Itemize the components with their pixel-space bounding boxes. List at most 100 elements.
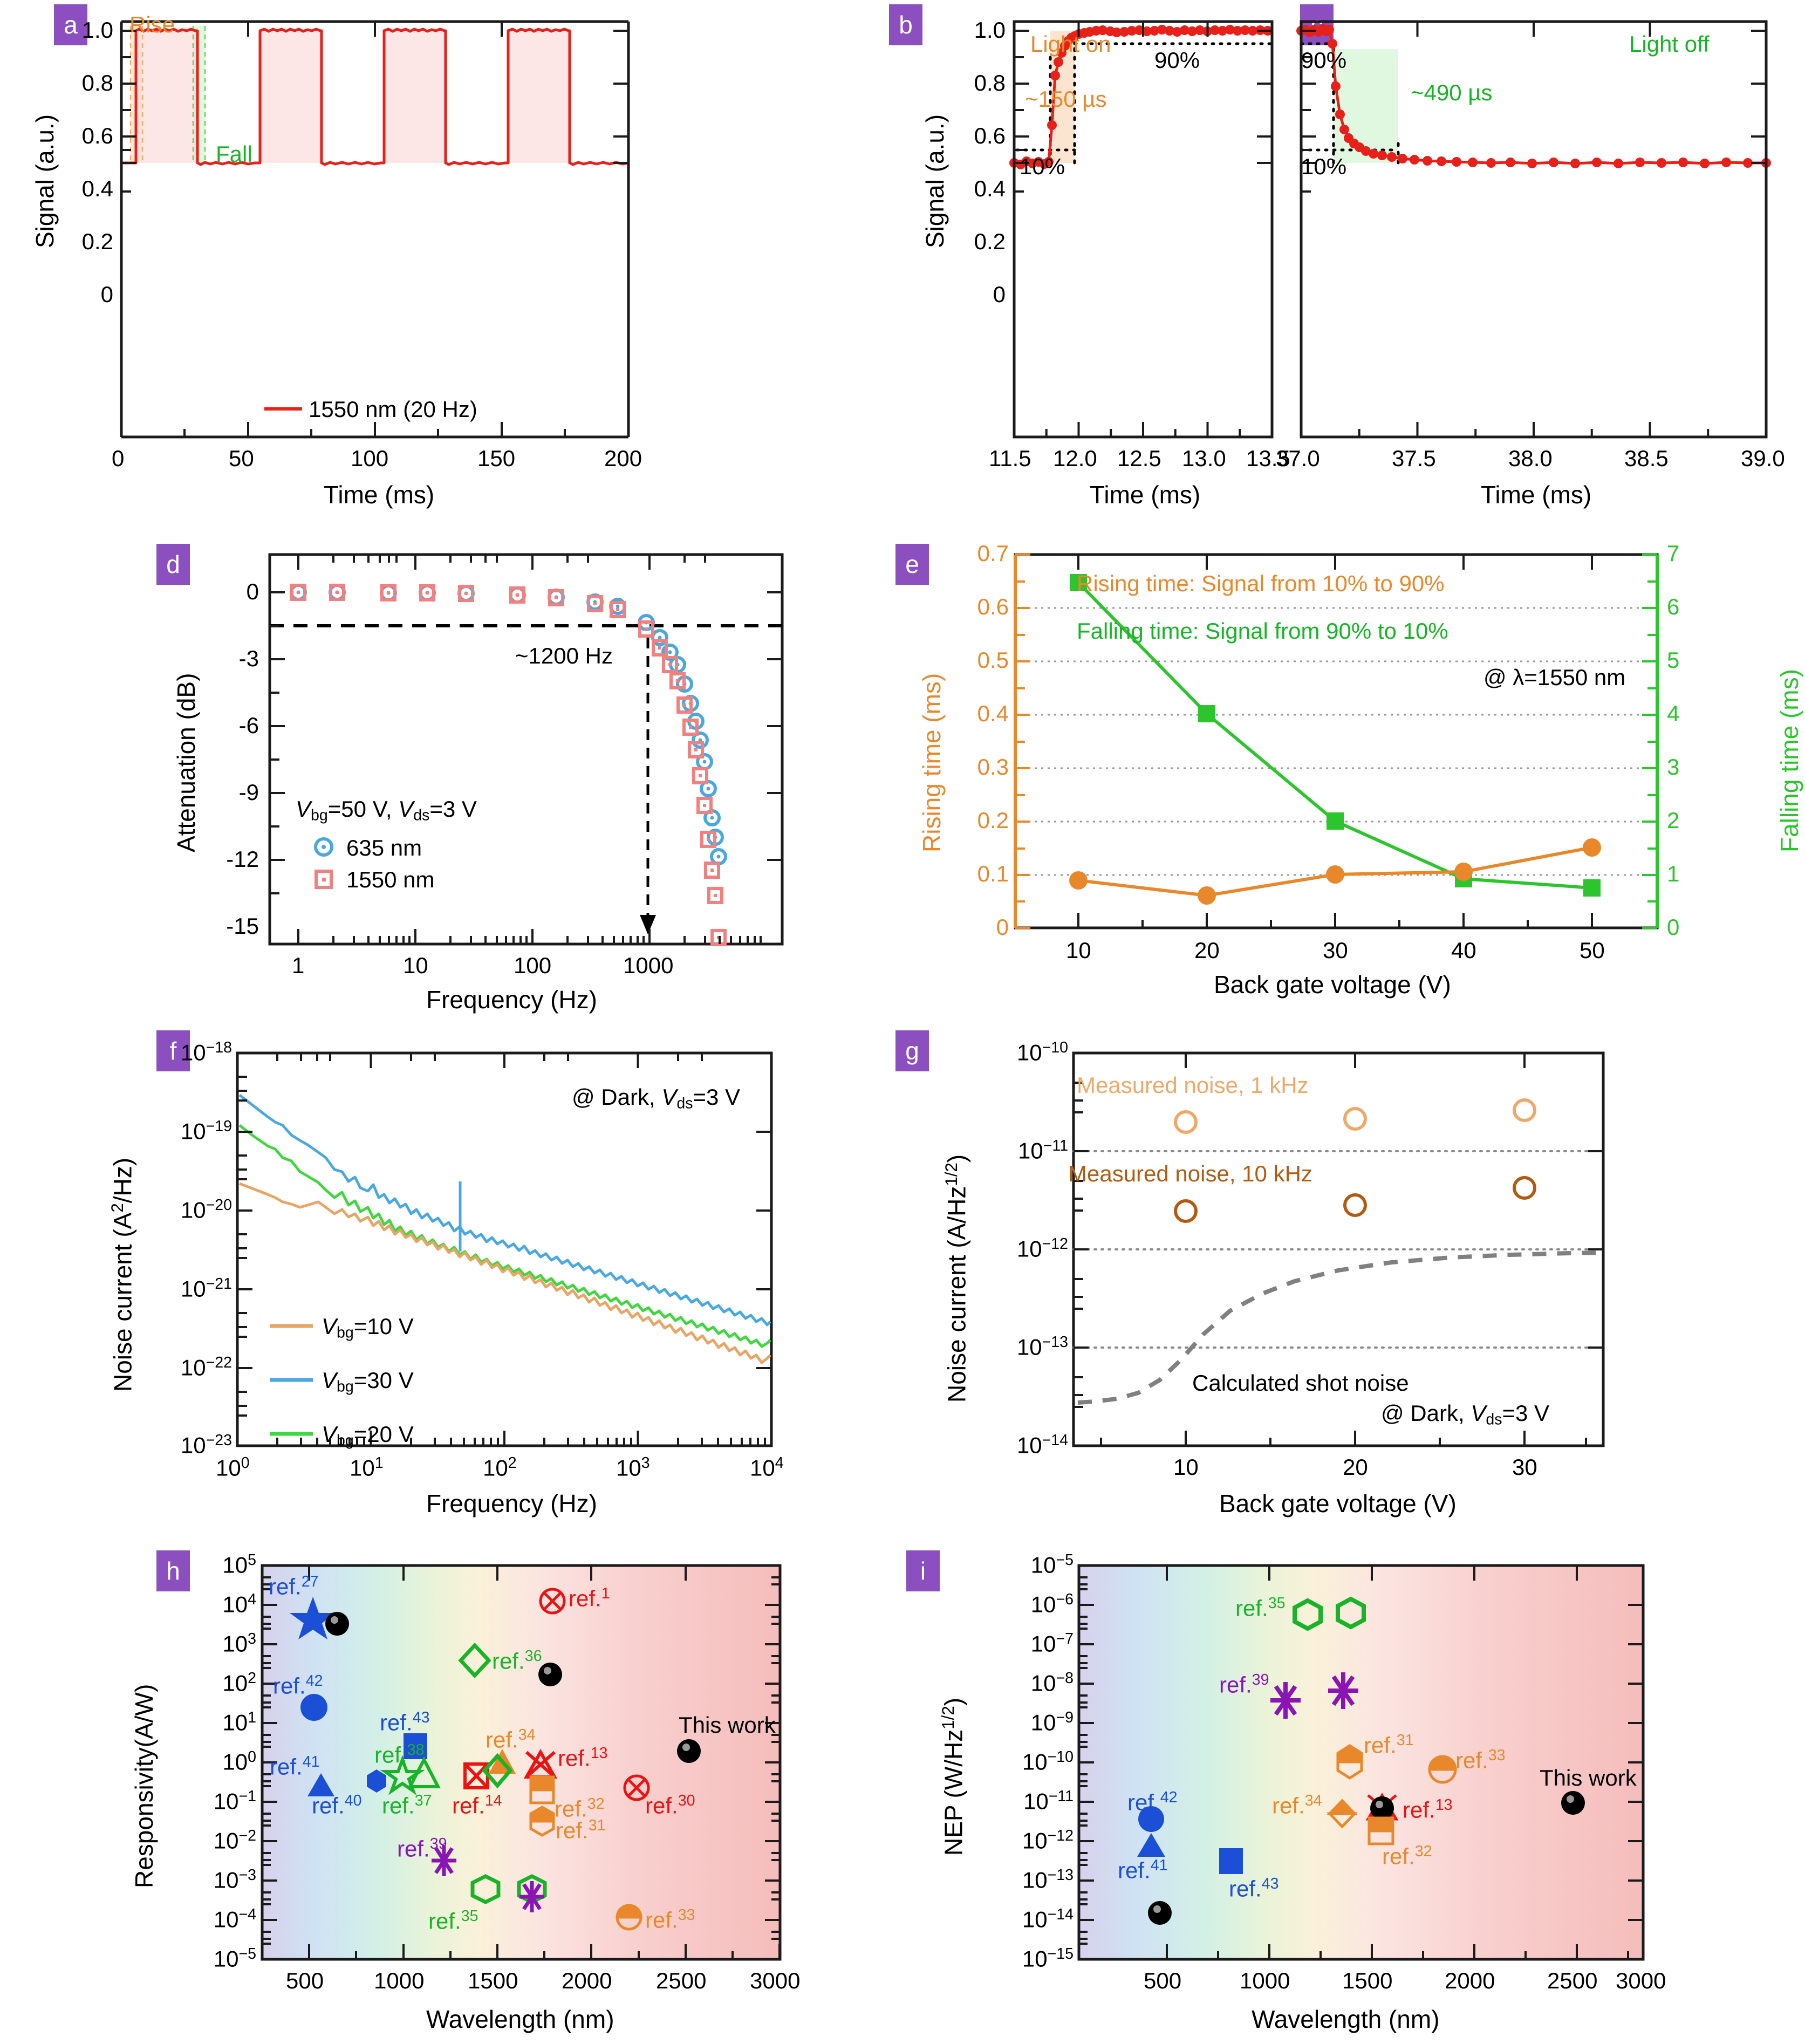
panel-b-ytick-4: 0.2	[974, 229, 1006, 254]
panel-h-ytick-5: 100	[222, 1748, 256, 1775]
panel-e-ytick-right-0: 7	[1667, 541, 1680, 566]
panel-i-ref-39: ref.39	[1219, 1671, 1269, 1698]
panel-h-ref-33: ref.33	[645, 1906, 695, 1933]
panel-e-ytick-right-7: 0	[1667, 914, 1680, 940]
panel-h-ylabel: Responsivity(A/W)	[130, 1684, 158, 1888]
panel-b-xtick-1: 12.0	[1053, 446, 1097, 471]
panel-d-xtick-0: 1	[292, 953, 305, 978]
panel-h-ref-43: ref.43	[380, 1709, 430, 1735]
panel-f-legend-0: Vbg=10 V	[322, 1314, 414, 1342]
panel-e-xtick-2: 30	[1323, 938, 1348, 963]
panel-h-ytick-1: 104	[222, 1591, 256, 1617]
panel-f-plot	[236, 1051, 773, 1447]
panel-c-title: Light off	[1629, 31, 1710, 57]
panel-a: a	[0, 0, 863, 518]
panel-b-ytick-2: 0.6	[974, 123, 1006, 148]
panel-e-note-falling-prefix: Falling time: Signal from 90% to 10%	[1077, 618, 1448, 644]
panel-d-xtick-2: 100	[514, 953, 552, 978]
panel-g-ytick-3: 10−13	[1016, 1334, 1068, 1360]
panel-d-xtick-3: 1000	[623, 953, 674, 978]
panel-e-ytick-left-7: 0	[996, 914, 1009, 940]
panel-a-ytick-2: 0.6	[81, 123, 113, 148]
panel-d-legend-635: 635 nm	[346, 835, 422, 860]
panel-e-ytick-right-3: 4	[1667, 701, 1680, 726]
panel-g-label-shot: Calculated shot noise	[1192, 1370, 1409, 1396]
panel-h-ref-32: ref.32	[555, 1795, 605, 1822]
panel-e-ytick-left-5: 0.2	[977, 808, 1009, 833]
panel-e: e	[863, 518, 1805, 1020]
panel-i-ytick-3: 10−8	[1030, 1670, 1074, 1696]
panel-i-ytick-1: 10−6	[1030, 1591, 1074, 1617]
panel-e-ytick-left-4: 0.3	[977, 754, 1009, 780]
panel-a-xtick-2: 100	[351, 446, 389, 471]
panel-b-ytick-3: 0.4	[974, 176, 1006, 201]
panel-h-ref-31: ref.31	[556, 1817, 606, 1843]
panel-h-ref-36: ref.36	[492, 1647, 542, 1674]
panel-i-ylabel: NEP (W/Hz1/2)	[939, 1697, 968, 1856]
panel-f-legend-2: Vbg=20 V	[322, 1421, 414, 1450]
panel-h: h	[0, 1537, 863, 2044]
panel-e-ytick-left-0: 0.7	[977, 541, 1009, 566]
panel-f-xlabel: Frequency (Hz)	[426, 1489, 597, 1517]
panel-g-tag: g	[895, 1030, 929, 1071]
panel-a-xlabel: Time (ms)	[324, 481, 435, 509]
panel-b-xtick-2: 12.5	[1117, 446, 1161, 471]
panel-h-xtick-4: 2500	[656, 1968, 707, 1993]
panel-e-note-lambda: @ λ=1550 nm	[1483, 665, 1626, 690]
panel-c-xtick-1: 37.5	[1392, 446, 1436, 471]
panel-h-ref-37: ref.37	[382, 1792, 432, 1819]
panel-d-ylabel: Attenuation (dB)	[172, 673, 200, 852]
panel-a-ytick-3: 0.4	[81, 176, 113, 201]
panel-f-ytick-5: 10−23	[180, 1432, 232, 1458]
panel-h-ytick-6: 10−1	[213, 1788, 256, 1814]
panel-e-ytick-left-3: 0.4	[977, 701, 1009, 726]
panel-e-xtick-4: 50	[1580, 938, 1605, 963]
panel-i-xtick-4: 2500	[1547, 1968, 1598, 1993]
panel-h-xtick-0: 500	[286, 1968, 324, 1993]
panel-f-ytick-4: 10−22	[180, 1354, 232, 1380]
panel-i-ref-42: ref.42	[1127, 1789, 1178, 1815]
panel-d: d	[0, 518, 863, 1020]
panel-h-ref-41: ref.41	[270, 1753, 320, 1780]
panel-b-ytick-5: 0	[993, 282, 1006, 307]
panel-e-xtick-1: 20	[1194, 938, 1220, 963]
panel-h-xtick-2: 1500	[468, 1968, 518, 1993]
panel-i-xtick-5: 3000	[1616, 1968, 1666, 1993]
panel-b-ylabel: Signal (a.u.)	[921, 114, 949, 248]
panel-i-xtick-0: 500	[1144, 1968, 1182, 1993]
panel-i-tag: i	[906, 1550, 940, 1591]
panel-d-legend-1550: 1550 nm	[346, 867, 435, 892]
panel-b-ytick-1: 0.8	[974, 70, 1006, 95]
panel-g-condition: @ Dark, Vds=3 V	[1381, 1400, 1550, 1428]
panel-f: f	[0, 1020, 863, 1537]
panel-g: g	[863, 1020, 1805, 1537]
panel-e-ytick-right-4: 3	[1667, 754, 1680, 780]
panel-e-ylabel-right: Falling time (ms)	[1775, 669, 1803, 852]
panel-b: b	[863, 0, 1295, 518]
panel-h-ytick-9: 10−4	[213, 1906, 256, 1932]
panel-e-xtick-3: 40	[1451, 938, 1476, 963]
panel-i-ref-41: ref.41	[1118, 1857, 1168, 1883]
panel-e-ytick-right-2: 5	[1667, 647, 1680, 673]
panel-h-ref-27: ref.27	[269, 1573, 319, 1599]
panel-i: i	[863, 1537, 1805, 2044]
panel-e-note-rising-prefix: Rising time: Signal from 10% to 90%	[1077, 571, 1445, 596]
panel-d-tag: d	[156, 544, 190, 585]
panel-h-xtick-5: 3000	[750, 1968, 801, 1993]
panel-g-label-10khz: Measured noise, 10 kHz	[1068, 1161, 1312, 1186]
panel-b-xtick-4: 13.5	[1246, 446, 1290, 471]
panel-b-xtick-3: 13.0	[1182, 446, 1226, 471]
panel-f-xtick-0: 100	[216, 1454, 250, 1481]
panel-a-ytick-5: 0	[100, 282, 113, 307]
panel-i-ytick-7: 10−12	[1022, 1827, 1074, 1854]
panel-b-plot	[1009, 20, 1274, 439]
panel-i-ytick-8: 10−13	[1022, 1867, 1074, 1893]
panel-h-ref-1: ref.1	[569, 1585, 610, 1611]
panel-i-xtick-3: 2000	[1445, 1968, 1495, 1993]
panel-i-ref-31: ref.31	[1364, 1732, 1414, 1758]
panel-e-ytick-left-2: 0.5	[977, 647, 1009, 673]
panel-i-ytick-4: 10−9	[1030, 1709, 1074, 1735]
panel-h-xtick-1: 1000	[374, 1968, 425, 1993]
panel-c-xtick-0: 37.0	[1276, 446, 1320, 471]
panel-a-legend-label: 1550 nm (20 Hz)	[309, 397, 477, 422]
